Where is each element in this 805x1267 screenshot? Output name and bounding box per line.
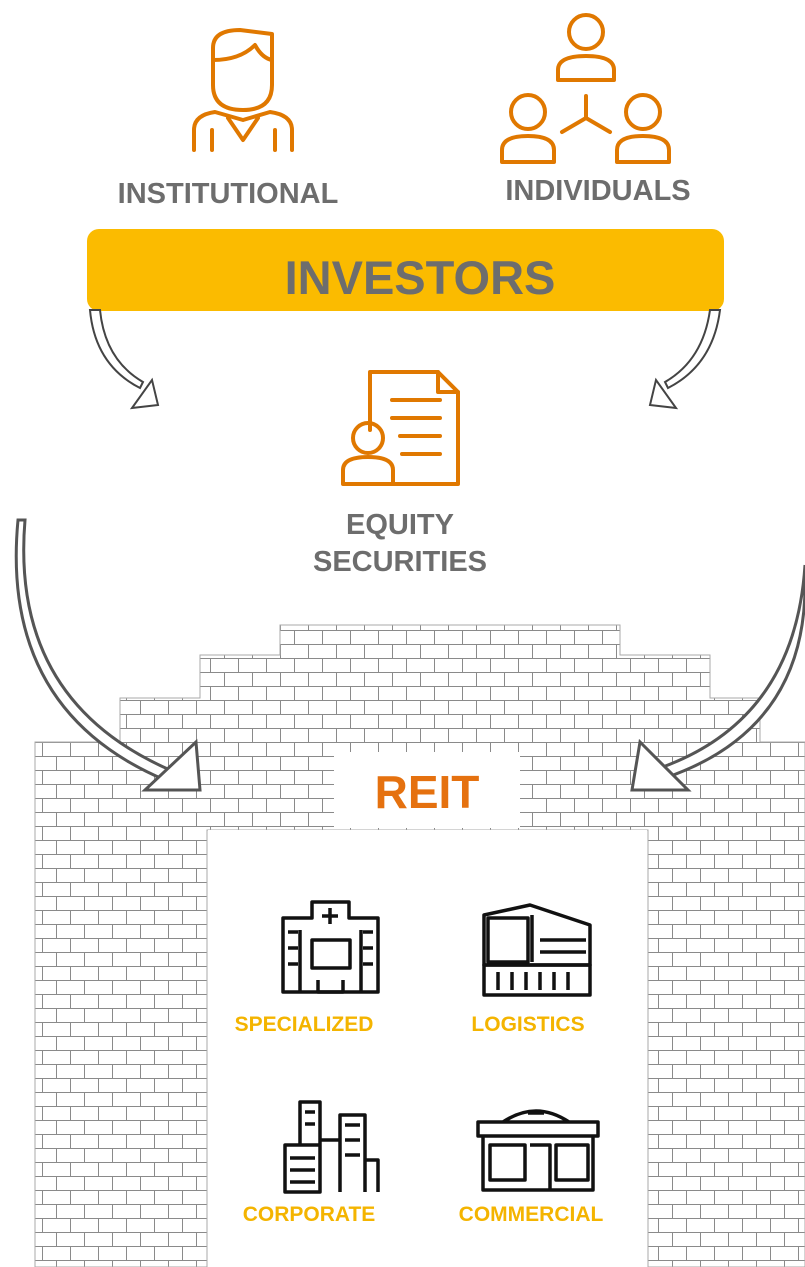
wall-opening xyxy=(208,830,647,1267)
sector-label: LOGISTICS xyxy=(471,1013,584,1036)
sector-label: CORPORATE xyxy=(243,1203,376,1226)
institutional-icon-part xyxy=(213,45,272,60)
individuals-icon-part xyxy=(617,136,669,162)
individuals-icon-part xyxy=(511,95,545,129)
arrow-left xyxy=(90,310,158,408)
individuals-icon-part xyxy=(502,136,554,162)
individuals-icon-part xyxy=(562,96,610,132)
institutional-icon-part xyxy=(213,30,272,110)
individuals-icon-part xyxy=(558,56,614,80)
individuals-label: INDIVIDUALS xyxy=(505,175,690,207)
equity-label: EQUITY xyxy=(346,509,454,541)
equity-label: SECURITIES xyxy=(313,546,487,578)
sector-label: COMMERCIAL xyxy=(459,1203,604,1226)
arrow-right xyxy=(650,310,720,408)
arrow-left-part xyxy=(90,310,143,388)
individuals-icon-part xyxy=(626,95,660,129)
diagram: REIT INSTITUTIONAL INDIVIDUALS INVESTORS… xyxy=(0,0,805,1267)
equity-icon-part xyxy=(370,372,458,484)
page: {"investors": {"institutional": "INSTITU… xyxy=(0,0,805,1267)
arrow-right-part xyxy=(665,310,720,388)
institutional-icon xyxy=(194,30,292,150)
sector-label: SPECIALIZED xyxy=(235,1013,374,1036)
institutional-icon-part xyxy=(194,112,292,150)
equity-icon-part xyxy=(343,457,393,484)
institutional-icon-part xyxy=(212,118,275,150)
institutional-label: INSTITUTIONAL xyxy=(118,178,339,210)
individuals-icon xyxy=(502,15,669,162)
equity-icon xyxy=(343,372,458,484)
reit-title: REIT xyxy=(375,766,480,818)
individuals-icon-part xyxy=(569,15,603,49)
investors-title: INVESTORS xyxy=(285,251,556,304)
